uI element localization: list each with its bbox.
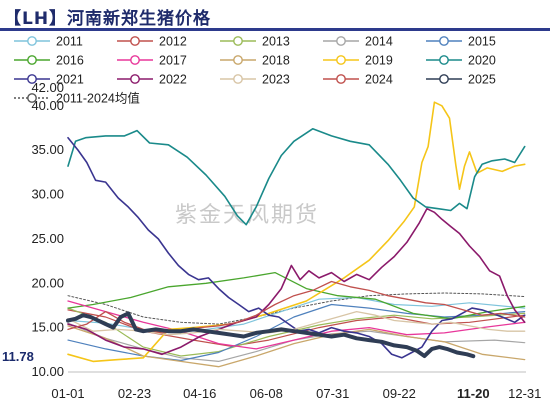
y-tick-label: 25.00 — [31, 231, 64, 246]
legend-entry: 2017 — [117, 54, 187, 68]
series-line-2018 — [67, 325, 526, 368]
legend-swatch-marker — [336, 55, 346, 65]
callout-value: 11.78 — [2, 349, 34, 364]
legend-swatch-marker — [336, 74, 346, 84]
y-tick-label: 10.00 — [31, 364, 64, 379]
legend-entry: 2020 — [426, 54, 496, 68]
legend-entry: 2015 — [426, 35, 496, 49]
legend-label: 2012 — [159, 35, 187, 49]
y-tick-label: 42.00 — [31, 80, 64, 95]
last-value-callout: 11.78 — [0, 347, 56, 366]
y-tick-label: 35.00 — [31, 142, 64, 157]
legend-label: 2021 — [56, 73, 84, 87]
series-line-2011-2024均值 — [67, 292, 526, 325]
legend-entry: 2013 — [220, 35, 290, 49]
legend-entry: 2022 — [117, 73, 187, 87]
y-tick-label: 15.00 — [31, 320, 64, 335]
x-tick-label: 09-22 — [383, 386, 416, 401]
legend-swatch-marker — [439, 74, 449, 84]
legend-swatch-marker — [233, 36, 243, 46]
legend-label: 2025 — [468, 73, 496, 87]
series-line-2016 — [67, 271, 526, 320]
legend-label: 2020 — [468, 54, 496, 68]
legend-swatch-marker — [130, 55, 140, 65]
series-line-2017 — [67, 300, 526, 350]
chart-title: 【LH】河南新郑生猪价格 — [4, 9, 212, 29]
x-tick-label: 04-16 — [183, 386, 216, 401]
legend-label: 2019 — [365, 54, 393, 68]
legend-label: 2022 — [159, 73, 187, 87]
legend-swatch-marker — [27, 74, 37, 84]
legend-label: 2017 — [159, 54, 187, 68]
x-tick-label: 02-23 — [118, 386, 151, 401]
series-line-2025 — [66, 311, 476, 359]
legend-entry: 2024 — [323, 73, 393, 87]
legend-label: 2011-2024均值 — [56, 91, 140, 106]
legend: 2011 2012 2013 2014 2015 2016 2017 2018 2019 2020… — [14, 35, 496, 106]
legend-label: 2014 — [365, 35, 393, 49]
series-line-2020 — [67, 128, 526, 226]
legend-entry: 2016 — [14, 54, 84, 68]
legend-label: 2013 — [262, 35, 290, 49]
x-tick-label: 06-08 — [250, 386, 283, 401]
legend-swatch-marker — [233, 55, 243, 65]
x-tick-label: 11-20 — [457, 386, 490, 401]
series-group — [66, 101, 526, 368]
legend-swatch-marker — [27, 36, 37, 46]
legend-swatch-marker — [233, 74, 243, 84]
legend-label: 2011 — [56, 35, 83, 49]
legend-label: 2018 — [262, 54, 290, 68]
x-tick-label: 07-31 — [316, 386, 349, 401]
title-bar: 【LH】河南新郑生猪价格 — [0, 0, 550, 31]
legend-entry: 2023 — [220, 73, 290, 87]
series-line-2021 — [67, 136, 526, 359]
legend-swatch-marker — [27, 93, 37, 103]
legend-entry: 2011-2024均值 — [14, 91, 140, 106]
axes-group: 10.00 15.00 20.00 25.00 30.00 35.00 40.00 42.00… — [31, 80, 541, 401]
legend-entry: 2025 — [426, 73, 496, 87]
series-line-2023 — [67, 310, 526, 336]
series-line-2022 — [67, 207, 526, 356]
y-tick-label: 30.00 — [31, 187, 64, 202]
x-tick-label: 12-31 — [508, 386, 541, 401]
legend-label: 2023 — [262, 73, 290, 87]
legend-swatch-marker — [130, 74, 140, 84]
legend-swatch-marker — [27, 55, 37, 65]
x-tick-label: 01-01 — [51, 386, 84, 401]
legend-swatch-marker — [439, 55, 449, 65]
callout-box — [0, 347, 56, 366]
legend-label: 2015 — [468, 35, 496, 49]
legend-label: 2024 — [365, 73, 393, 87]
legend-entry: 2014 — [323, 35, 393, 49]
legend-swatch-marker — [130, 36, 140, 46]
series-line-2019 — [67, 101, 526, 363]
legend-entry: 2021 — [14, 73, 84, 87]
legend-entry: 2019 — [323, 54, 393, 68]
legend-label: 2016 — [56, 54, 84, 68]
y-tick-label: 20.00 — [31, 275, 64, 290]
legend-swatch-marker — [336, 36, 346, 46]
y-tick-label: 40.00 — [31, 98, 64, 113]
legend-swatch-marker — [439, 36, 449, 46]
legend-entry: 2011 — [14, 35, 83, 49]
legend-entry: 2018 — [220, 54, 290, 68]
title-rule — [0, 28, 550, 31]
legend-entry: 2012 — [117, 35, 187, 49]
